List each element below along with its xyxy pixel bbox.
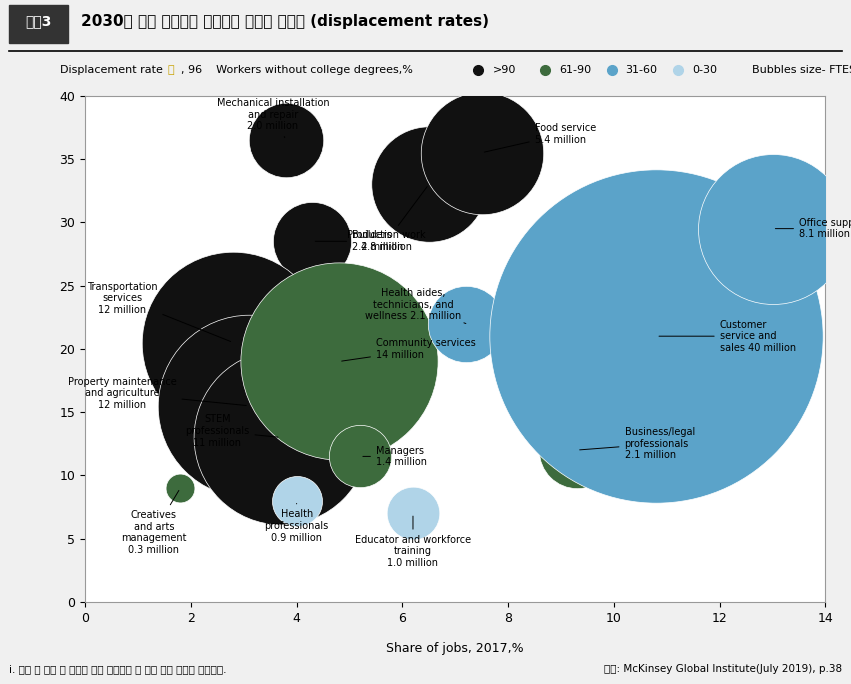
Point (459, 318, 472, 329)
Point (243, 400, 256, 411)
Text: Community services
14 million: Community services 14 million (342, 338, 476, 361)
Text: 0-30: 0-30 (692, 65, 717, 75)
Text: Property maintenance
and agriculture
12 million: Property maintenance and agriculture 12 … (68, 376, 246, 410)
Point (279, 135, 293, 146)
Text: 61-90: 61-90 (559, 65, 591, 75)
Text: STEM
professionals
11 million: STEM professionals 11 million (186, 415, 278, 448)
Point (353, 451, 367, 462)
Point (475, 147, 488, 158)
Text: Production work
4.8 million: Production work 4.8 million (347, 187, 427, 252)
Text: Ⓘ: Ⓘ (168, 65, 174, 75)
FancyBboxPatch shape (9, 5, 68, 43)
Text: Builders
2.2 million: Builders 2.2 million (315, 231, 403, 252)
Text: Displacement rate: Displacement rate (60, 65, 163, 75)
Text: Bubbles size- FTES displaced: Bubbles size- FTES displaced (752, 65, 851, 75)
Point (422, 179, 436, 189)
Point (226, 337, 240, 348)
Text: , 96    Workers without college degrees,%: , 96 Workers without college degrees,% (181, 65, 413, 75)
Text: 31-60: 31-60 (625, 65, 658, 75)
Text: Health
professionals
0.9 million: Health professionals 0.9 million (265, 503, 328, 542)
Text: Health aides,
technicians, and
wellness 2.1 million: Health aides, technicians, and wellness … (365, 288, 465, 324)
Point (274, 432, 288, 443)
Point (174, 483, 187, 494)
Point (306, 236, 319, 247)
Text: Food service
5.4 million: Food service 5.4 million (484, 123, 596, 152)
X-axis label: Share of jobs, 2017,%: Share of jobs, 2017,% (386, 642, 524, 655)
Point (290, 495, 304, 506)
Text: Managers
1.4 million: Managers 1.4 million (363, 445, 427, 467)
Text: Creatives
and arts
management
0.3 million: Creatives and arts management 0.3 millio… (121, 490, 186, 555)
Text: 2030년 미국 경제에서 직업군별 잠재적 전환율 (displacement rates): 2030년 미국 경제에서 직업군별 잠재적 전환율 (displacement… (81, 14, 488, 29)
Point (406, 508, 420, 518)
Text: Customer
service and
sales 40 million: Customer service and sales 40 million (659, 319, 796, 353)
Point (649, 331, 663, 342)
Text: Mechanical installation
and repair
2.0 million: Mechanical installation and repair 2.0 m… (216, 98, 329, 137)
Text: >90: >90 (493, 65, 516, 75)
Point (570, 445, 584, 456)
Point (766, 223, 780, 234)
Text: 그림3: 그림3 (26, 14, 51, 29)
Text: i. 이는 각 범주 내 직업에 대해 자동화할 수 있는 활동 비율에 기초한다.: i. 이는 각 범주 내 직업에 대해 자동화할 수 있는 활동 비율에 기초한… (9, 663, 226, 674)
Text: 자료: McKinsey Global Institute(July 2019), p.38: 자료: McKinsey Global Institute(July 2019)… (604, 663, 842, 674)
Point (332, 356, 346, 367)
Text: Office support
8.1 million: Office support 8.1 million (775, 218, 851, 239)
Text: Educator and workforce
training
1.0 million: Educator and workforce training 1.0 mill… (355, 516, 471, 568)
Text: Transportation
services
12 million: Transportation services 12 million (87, 282, 231, 341)
Text: Business/legal
professionals
2.1 million: Business/legal professionals 2.1 million (580, 427, 694, 460)
